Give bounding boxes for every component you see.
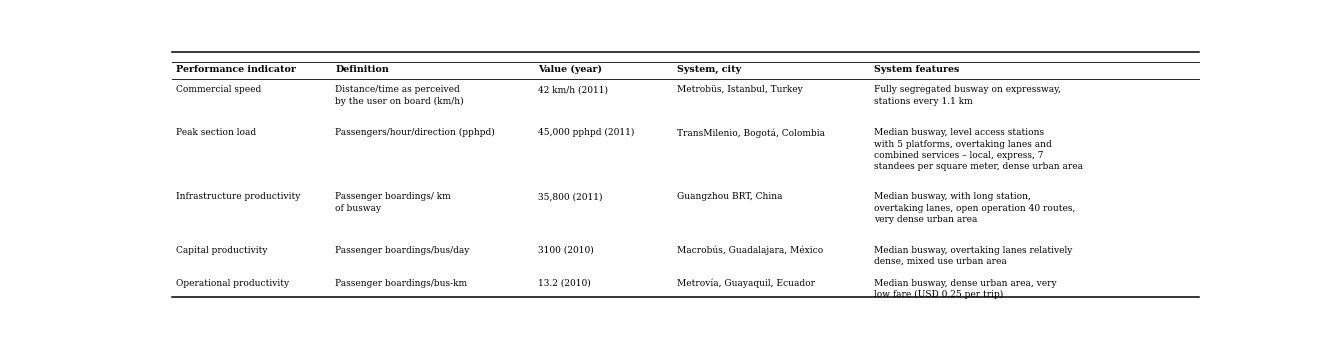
Text: Commercial speed: Commercial speed <box>175 85 261 94</box>
Text: 35,800 (2011): 35,800 (2011) <box>538 192 603 201</box>
Text: Distance/time as perceived
by the user on board (km/h): Distance/time as perceived by the user o… <box>336 85 464 106</box>
Text: TransMilenio, Bogotá, Colombia: TransMilenio, Bogotá, Colombia <box>677 128 826 138</box>
Text: Passenger boardings/ km
of busway: Passenger boardings/ km of busway <box>336 192 451 213</box>
Text: 45,000 pphpd (2011): 45,000 pphpd (2011) <box>538 128 634 137</box>
Text: System, city: System, city <box>677 65 741 75</box>
Text: Passengers/hour/direction (pphpd): Passengers/hour/direction (pphpd) <box>336 128 495 137</box>
Text: Macrobús, Guadalajara, México: Macrobús, Guadalajara, México <box>677 245 824 255</box>
Text: Infrastructure productivity: Infrastructure productivity <box>175 192 300 201</box>
Text: Passenger boardings/bus/day: Passenger boardings/bus/day <box>336 245 470 255</box>
Text: Fully segregated busway on expressway,
stations every 1.1 km: Fully segregated busway on expressway, s… <box>875 85 1061 105</box>
Text: Value (year): Value (year) <box>538 65 602 75</box>
Text: Guangzhou BRT, China: Guangzhou BRT, China <box>677 192 783 201</box>
Text: Operational productivity: Operational productivity <box>175 279 289 288</box>
Text: Definition: Definition <box>336 65 389 75</box>
Text: Median busway, with long station,
overtaking lanes, open operation 40 routes,
ve: Median busway, with long station, overta… <box>875 192 1076 224</box>
Text: Passenger boardings/bus-km: Passenger boardings/bus-km <box>336 279 467 288</box>
Text: Metrovía, Guayaquil, Ecuador: Metrovía, Guayaquil, Ecuador <box>677 279 815 288</box>
Text: Peak section load: Peak section load <box>175 128 256 137</box>
Text: Performance indicator: Performance indicator <box>175 65 296 75</box>
Text: Capital productivity: Capital productivity <box>175 245 268 255</box>
Text: Metrobüs, Istanbul, Turkey: Metrobüs, Istanbul, Turkey <box>677 85 803 94</box>
Text: 13.2 (2010): 13.2 (2010) <box>538 279 591 288</box>
Text: Median busway, dense urban area, very
low fare (USD 0.25 per trip): Median busway, dense urban area, very lo… <box>875 279 1057 299</box>
Text: Median busway, overtaking lanes relatively
dense, mixed use urban area: Median busway, overtaking lanes relative… <box>875 245 1073 266</box>
Text: Median busway, level access stations
with 5 platforms, overtaking lanes and
comb: Median busway, level access stations wit… <box>875 128 1084 172</box>
Text: 42 km/h (2011): 42 km/h (2011) <box>538 85 609 94</box>
Text: 3100 (2010): 3100 (2010) <box>538 245 594 255</box>
Text: System features: System features <box>875 65 959 75</box>
